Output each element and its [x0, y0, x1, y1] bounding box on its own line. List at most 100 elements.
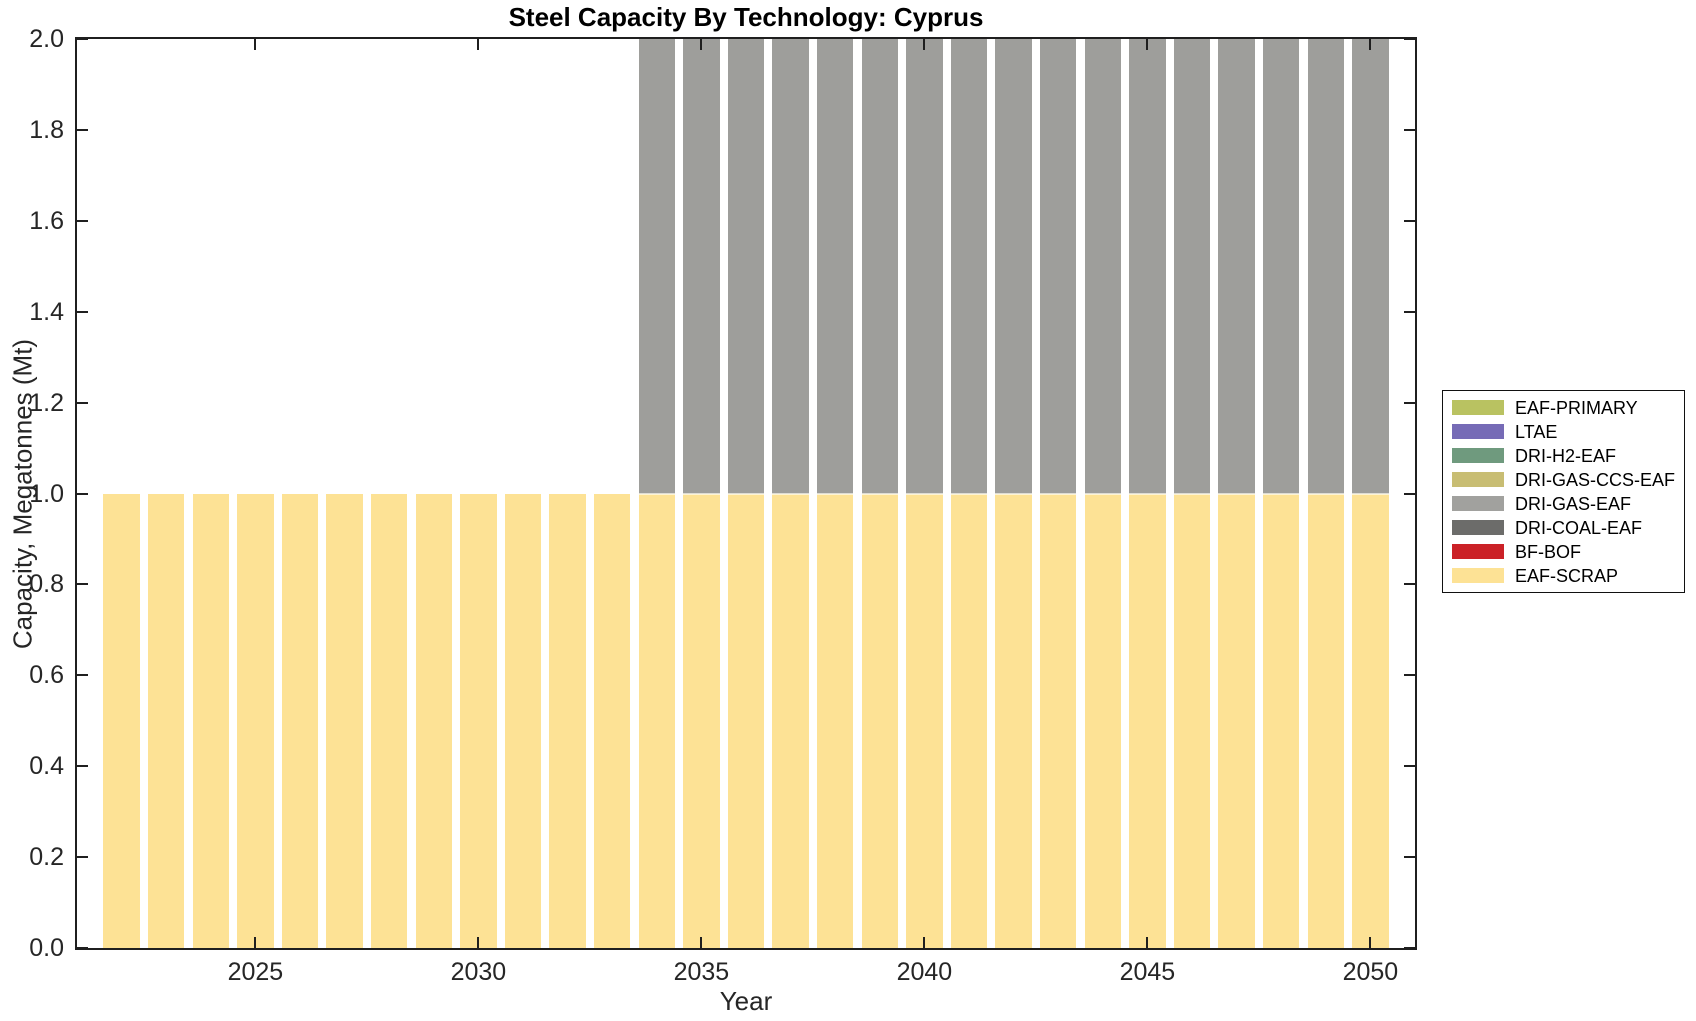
x-tick-top-2030	[477, 39, 480, 50]
bar-segment-seam	[816, 492, 854, 495]
y-tick-1.4	[77, 310, 88, 313]
legend-item-eaf-primary: EAF-PRIMARY	[1452, 396, 1684, 419]
x-tick-top-2050	[1369, 39, 1372, 50]
legend-item-dri-gas-ccs-eaf: DRI-GAS-CCS-EAF	[1452, 468, 1684, 491]
y-tick-label-0.2: 0.2	[29, 843, 64, 872]
x-tick-label-2040: 2040	[896, 958, 953, 986]
legend-item-ltae: LTAE	[1452, 420, 1684, 443]
bar-segment-eaf-scrap-2049	[1307, 493, 1345, 948]
y-tick-right-1.0	[1404, 492, 1415, 495]
x-tick-top-2045	[1146, 39, 1149, 50]
bar-segment-dri-gas-eaf-2046	[1173, 39, 1211, 494]
x-tick-2030	[477, 937, 480, 948]
legend-label: EAF-PRIMARY	[1515, 397, 1638, 418]
legend-item-dri-coal-eaf: DRI-COAL-EAF	[1452, 516, 1684, 539]
legend-label: DRI-H2-EAF	[1515, 445, 1617, 466]
bar-segment-eaf-scrap-2030	[460, 493, 497, 948]
y-tick-1.2	[77, 401, 88, 404]
bar-segment-eaf-scrap-2028	[370, 493, 408, 948]
legend-swatch-dri-coal-eaf	[1452, 520, 1504, 535]
bar-segment-dri-gas-eaf-2045	[1129, 39, 1166, 494]
bar-segment-dri-gas-eaf-2044	[1084, 39, 1122, 494]
bar-segment-seam	[906, 492, 943, 495]
bar-segment-seam	[1307, 492, 1345, 495]
x-tick-top-2035	[700, 39, 703, 50]
bar-segment-seam	[1352, 492, 1389, 495]
bar-segment-eaf-scrap-2033	[593, 493, 631, 948]
y-tick-label-0.4: 0.4	[29, 752, 64, 781]
legend-item-dri-gas-eaf: DRI-GAS-EAF	[1452, 492, 1684, 515]
y-tick-right-1.6	[1404, 219, 1415, 222]
bar-segment-seam	[772, 492, 809, 495]
bar-segment-dri-gas-eaf-2049	[1307, 39, 1345, 494]
y-tick-0.6	[77, 674, 88, 677]
bar-segment-dri-gas-eaf-2050	[1352, 39, 1389, 494]
y-tick-label-1.6: 1.6	[29, 206, 64, 235]
y-tick-0.8	[77, 583, 88, 586]
legend-swatch-bf-bof	[1452, 544, 1504, 559]
bar-segment-dri-gas-eaf-2047	[1218, 39, 1255, 494]
y-tick-label-2.0: 2.0	[29, 25, 64, 53]
bar-segment-eaf-scrap-2032	[549, 493, 586, 948]
y-tick-right-1.2	[1404, 401, 1415, 404]
y-tick-right-2.0	[1404, 38, 1415, 40]
legend-label: DRI-COAL-EAF	[1515, 517, 1643, 538]
bar-segment-dri-gas-eaf-2040	[906, 39, 943, 494]
bar-segment-dri-gas-eaf-2037	[772, 39, 809, 494]
y-tick-2.0	[77, 38, 88, 40]
bar-segment-eaf-scrap-2040	[906, 493, 943, 948]
y-tick-label-0.0: 0.0	[29, 934, 64, 962]
bar-segment-seam	[950, 492, 988, 495]
legend-item-dri-h2-eaf: DRI-H2-EAF	[1452, 444, 1684, 467]
y-tick-label-1.8: 1.8	[29, 115, 64, 144]
x-tick-label-2045: 2045	[1119, 958, 1176, 986]
legend-item-eaf-scrap: EAF-SCRAP	[1452, 564, 1684, 587]
bar-segment-dri-gas-eaf-2034	[638, 39, 676, 494]
bar-segment-eaf-scrap-2047	[1218, 493, 1255, 948]
bar-segment-eaf-scrap-2034	[638, 493, 676, 948]
legend-swatch-eaf-scrap	[1452, 568, 1504, 583]
y-tick-right-0.2	[1404, 856, 1415, 859]
bar-segment-dri-gas-eaf-2035	[683, 39, 720, 494]
y-tick-right-0.6	[1404, 674, 1415, 677]
plot-canvas	[77, 38, 1415, 949]
bar-segment-dri-gas-eaf-2038	[816, 39, 854, 494]
bar-segment-eaf-scrap-2036	[727, 493, 765, 948]
bar-segment-eaf-scrap-2043	[1039, 493, 1077, 948]
bar-segment-seam	[861, 492, 899, 495]
bar-segment-dri-gas-eaf-2041	[950, 39, 988, 494]
legend-item-bf-bof: BF-BOF	[1452, 540, 1684, 563]
bar-segment-seam	[1129, 492, 1166, 495]
bar-segment-eaf-scrap-2029	[415, 493, 453, 948]
bar-segment-eaf-scrap-2046	[1173, 493, 1211, 948]
bar-segment-seam	[1084, 492, 1122, 495]
bar-segment-dri-gas-eaf-2048	[1262, 39, 1300, 494]
bar-segment-dri-gas-eaf-2039	[861, 39, 899, 494]
legend-swatch-dri-gas-ccs-eaf	[1452, 472, 1504, 487]
bar-segment-eaf-scrap-2038	[816, 493, 854, 948]
plot-area	[75, 37, 1417, 950]
x-tick-2050	[1369, 937, 1372, 948]
chart-title: Steel Capacity By Technology: Cyprus	[508, 2, 984, 32]
legend-label: LTAE	[1515, 421, 1558, 442]
bar-segment-seam	[1039, 492, 1077, 495]
y-tick-0.2	[77, 856, 88, 859]
y-tick-right-0.4	[1404, 765, 1415, 768]
bar-segment-eaf-scrap-2027	[326, 493, 363, 948]
y-tick-label-1.4: 1.4	[29, 297, 64, 326]
y-tick-right-1.8	[1404, 128, 1415, 131]
y-tick-label-1.0: 1.0	[29, 479, 64, 508]
y-tick-label-0.6: 0.6	[29, 661, 64, 690]
bar-segment-eaf-scrap-2039	[861, 493, 899, 948]
y-tick-right-0.8	[1404, 583, 1415, 586]
x-axis-label: Year	[719, 986, 773, 1016]
bar-segment-dri-gas-eaf-2036	[727, 39, 765, 494]
bar-segment-eaf-scrap-2023	[147, 493, 185, 948]
y-tick-right-0.0	[1404, 947, 1415, 949]
legend-label: EAF-SCRAP	[1515, 565, 1619, 586]
x-tick-top-2040	[923, 39, 926, 50]
bar-segment-eaf-scrap-2022	[103, 493, 140, 948]
bar-segment-eaf-scrap-2042	[995, 493, 1032, 948]
legend: EAF-PRIMARY LTAE DRI-H2-EAF DRI-GAS-CCS-EAF…	[1442, 390, 1685, 593]
